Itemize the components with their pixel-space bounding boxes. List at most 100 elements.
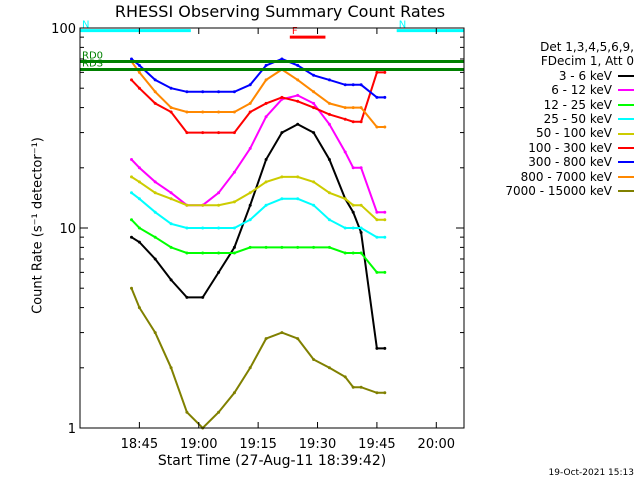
data-point [137,63,141,67]
data-point [312,73,316,77]
data-point [343,106,347,110]
data-point [169,197,173,201]
axis-layer: 18:45 19:00 19:15 19:30 19:45 20:00 1 10 100 [51,22,465,452]
data-point [137,166,141,170]
data-point [169,110,173,114]
data-point [375,95,379,99]
data-point [130,235,133,239]
marker-label: RD0 [82,50,103,61]
legend-header-line: Det 1,3,4,5,6,9, [540,40,634,54]
legend-label: 300 - 800 keV [528,155,612,170]
data-point [153,210,157,214]
data-point [217,203,221,207]
series-layer [130,57,387,430]
x-tick-label: 18:45 [121,437,158,452]
data-point [375,346,379,350]
data-point [383,218,387,222]
data-point [351,166,355,170]
data-point [264,115,268,119]
legend-swatch [618,118,634,121]
data-point [264,180,268,184]
data-point [327,78,331,82]
data-point [375,70,379,74]
data-point [201,131,205,135]
legend-entry: 100 - 300 keV [474,141,634,155]
data-point [327,218,331,222]
legend-swatch [618,190,634,193]
data-point [351,203,355,207]
legend-entry: 50 - 100 keV [474,126,634,140]
data-point [153,180,157,184]
data-point [312,245,316,249]
data-point [312,203,316,207]
legend-label: 25 - 50 keV [543,112,612,127]
marker-label: N [82,20,89,31]
data-point [153,191,157,195]
data-point [185,203,189,207]
series-line [130,60,385,128]
data-point [351,120,355,124]
data-point [383,346,387,350]
series-line [130,94,385,214]
data-point [296,78,300,82]
legend-swatch [618,75,634,78]
data-point [232,170,236,174]
data-point [217,270,221,274]
data-point [130,175,133,179]
data-point [248,101,252,105]
data-point [280,245,284,249]
data-point [264,78,268,82]
data-point [296,63,300,67]
data-point [264,203,268,207]
legend-entry: 6 - 12 keV [474,83,634,97]
data-point [137,240,141,244]
data-point [351,83,355,87]
legend-entry: 25 - 50 keV [474,112,634,126]
data-point [375,235,379,239]
data-point [217,90,221,94]
data-point [153,331,157,335]
x-tick-label: 19:15 [239,437,276,452]
data-point [153,78,157,82]
y-tick-label: 1 [68,422,76,437]
series-line [130,71,385,134]
data-point [137,197,141,201]
data-point [351,106,355,110]
y-tick-label: 100 [51,22,76,37]
data-point [130,158,133,161]
data-point [130,78,133,82]
data-point [359,83,363,87]
data-point [264,158,268,161]
data-point [280,175,284,179]
data-point [264,63,268,67]
data-point [248,110,252,114]
data-point [169,191,173,195]
data-point [169,86,173,90]
data-point [383,210,387,214]
data-point [351,251,355,255]
legend-entries: 3 - 6 keV 6 - 12 keV 12 - 25 keV 25 - 50 ke… [474,69,634,199]
data-point [383,70,387,74]
data-point [248,218,252,222]
data-point [359,203,363,207]
data-point [264,101,268,105]
chart-title: RHESSI Observing Summary Count Rates [114,2,446,21]
data-point [169,245,173,249]
data-point [137,226,141,230]
x-tick-label: 19:45 [358,437,395,452]
series-line [130,287,385,430]
data-point [201,295,205,299]
data-point [232,200,236,204]
data-point [264,245,268,249]
data-point [375,391,379,395]
data-point [217,110,221,114]
data-point [351,210,355,214]
data-point [217,191,221,195]
data-point [232,226,236,230]
legend-label: 12 - 25 keV [543,97,612,112]
data-point [327,101,331,105]
legend-label: 100 - 300 keV [528,140,612,155]
data-point [383,235,387,239]
data-point [359,231,363,234]
legend-swatch [618,103,634,106]
